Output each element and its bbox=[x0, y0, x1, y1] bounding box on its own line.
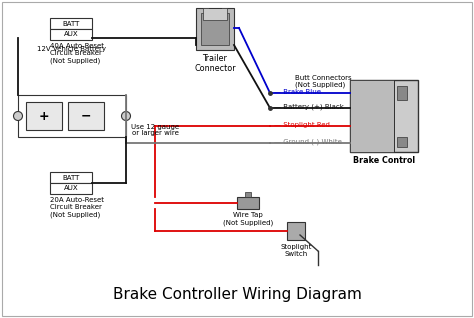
Text: Butt Connectors
(Not Supplied): Butt Connectors (Not Supplied) bbox=[295, 75, 352, 88]
Text: +: + bbox=[39, 109, 49, 122]
Text: 12V Vehicle Battery: 12V Vehicle Battery bbox=[37, 46, 107, 52]
Text: — Ground (-) White: — Ground (-) White bbox=[274, 139, 342, 145]
Text: 20A Auto-Reset
Circuit Breaker
(Not Supplied): 20A Auto-Reset Circuit Breaker (Not Supp… bbox=[50, 197, 104, 218]
Circle shape bbox=[13, 112, 22, 121]
Text: AUX: AUX bbox=[64, 185, 78, 191]
Bar bbox=[287, 222, 305, 240]
Bar bbox=[201, 13, 229, 45]
Bar bbox=[196, 8, 234, 50]
Bar bbox=[350, 80, 418, 152]
Bar bbox=[245, 192, 251, 197]
Bar bbox=[50, 183, 92, 194]
Text: 40A Auto-Reset
Circuit Breaker
(Not Supplied): 40A Auto-Reset Circuit Breaker (Not Supp… bbox=[50, 43, 104, 64]
Text: Use 12 gauge
or larger wire: Use 12 gauge or larger wire bbox=[131, 123, 179, 136]
Bar bbox=[350, 80, 394, 152]
Text: Wire Tap
(Not Supplied): Wire Tap (Not Supplied) bbox=[223, 212, 273, 225]
Bar bbox=[237, 197, 259, 209]
Bar bbox=[68, 102, 104, 130]
Bar bbox=[50, 172, 92, 183]
Circle shape bbox=[121, 112, 130, 121]
Bar bbox=[397, 86, 407, 100]
Text: BATT: BATT bbox=[62, 175, 80, 181]
Bar bbox=[26, 102, 62, 130]
Text: −: − bbox=[81, 109, 91, 122]
Text: BATT: BATT bbox=[62, 20, 80, 26]
Text: — Brake Blue: — Brake Blue bbox=[274, 89, 321, 95]
Bar bbox=[203, 8, 227, 20]
Bar bbox=[50, 18, 92, 29]
Text: Stoplight
Switch: Stoplight Switch bbox=[280, 244, 312, 257]
Text: — Battery (+) Black: — Battery (+) Black bbox=[274, 104, 344, 110]
Text: — Stoplight Red: — Stoplight Red bbox=[274, 122, 330, 128]
Text: Brake Control: Brake Control bbox=[353, 156, 415, 165]
Text: Brake Controller Wiring Diagram: Brake Controller Wiring Diagram bbox=[112, 287, 362, 302]
Bar bbox=[50, 29, 92, 40]
Bar bbox=[18, 95, 126, 137]
Bar bbox=[397, 137, 407, 147]
Text: Trailer
Connector: Trailer Connector bbox=[194, 54, 236, 73]
Text: AUX: AUX bbox=[64, 31, 78, 38]
